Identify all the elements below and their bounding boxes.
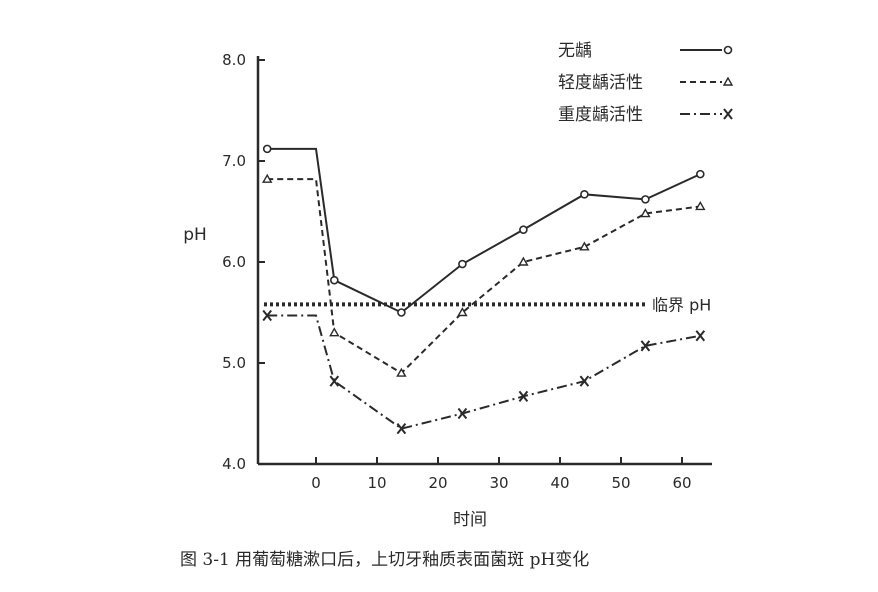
circle-marker — [580, 190, 589, 199]
y-tick-label: 7.0 — [222, 152, 246, 170]
circle-marker — [262, 144, 272, 154]
x-tick-label: 10 — [367, 474, 386, 492]
triangle-marker — [640, 208, 651, 218]
circle-marker — [329, 275, 339, 285]
triangle-marker — [695, 201, 706, 211]
figure-caption: 图 3-1 用葡萄糖漱口后，上切牙釉质表面菌斑 pH变化 — [180, 550, 589, 570]
triangle-marker — [579, 241, 590, 251]
triangle-marker — [457, 307, 468, 317]
series-2 — [261, 173, 706, 377]
triangle-marker — [722, 76, 734, 86]
x-marker — [262, 309, 272, 322]
triangle-marker — [396, 367, 407, 377]
series-line — [267, 147, 701, 314]
triangle-marker — [261, 173, 273, 183]
x-tick-label: 30 — [489, 474, 508, 492]
series-group — [261, 144, 706, 435]
x-marker — [457, 407, 468, 420]
legend-label: 重度龋活性 — [558, 105, 643, 125]
x-marker — [695, 330, 706, 342]
legend-label: 轻度龋活性 — [558, 73, 643, 93]
series-1 — [262, 144, 705, 317]
y-tick-label: 5.0 — [222, 354, 246, 372]
critical-ph-label: 临界 pH — [652, 295, 711, 314]
circle-marker — [397, 308, 406, 317]
series-line — [267, 178, 701, 375]
x-marker — [329, 375, 340, 387]
x-marker — [579, 375, 590, 387]
series-3 — [262, 309, 706, 435]
circle-marker — [723, 45, 733, 55]
x-tick-label: 60 — [672, 474, 691, 492]
y-axis-title: pH — [183, 225, 207, 245]
y-tick-label: 8.0 — [222, 51, 246, 69]
triangle-marker — [518, 256, 529, 266]
circle-marker — [641, 195, 650, 204]
x-marker — [518, 390, 529, 402]
x-marker — [396, 423, 407, 435]
x-marker — [723, 108, 733, 120]
x-tick-label: 20 — [428, 474, 447, 492]
y-tick-label: 6.0 — [222, 253, 246, 271]
axes: 4.0 5.0 6.0 7.0 8.0 0 10 20 30 40 50 60 — [222, 51, 712, 492]
x-tick-label: 40 — [550, 474, 569, 492]
x-tick-label: 0 — [311, 474, 321, 492]
x-axis-title: 时间 — [453, 510, 487, 530]
circle-marker — [695, 169, 705, 179]
circle-marker — [458, 259, 467, 269]
circle-marker — [519, 225, 528, 234]
y-tick-label: 4.0 — [222, 455, 246, 473]
triangle-marker — [329, 327, 340, 337]
x-tick-label: 50 — [611, 474, 630, 492]
x-marker — [640, 340, 651, 352]
legend-label: 无龋 — [558, 41, 592, 61]
critical-ph-reference: 临界 pH — [264, 295, 711, 314]
